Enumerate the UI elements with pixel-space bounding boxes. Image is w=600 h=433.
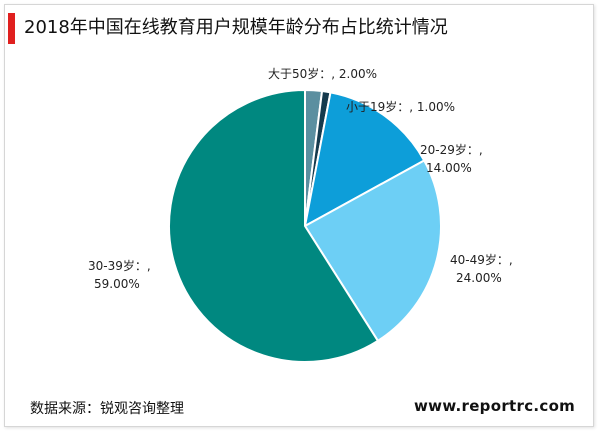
pie-slice-40-49 (304, 159, 442, 342)
title-accent-bar (8, 13, 15, 44)
slice-label-under19-line1: 小于19岁：, 1.00% (346, 100, 456, 114)
slice-label-50plus: 大于50岁：, 2.00% (268, 65, 377, 83)
slice-label-40-49: 40-49岁：, 24.00% (450, 251, 513, 287)
pie-slice-30-39 (168, 89, 379, 363)
slice-label-30-39: 30-39岁：, 59.00% (88, 257, 151, 293)
slice-label-30-39-line1: 30-39岁：, (88, 259, 151, 273)
website-url: www.reportrc.com (414, 397, 576, 415)
slice-label-20-29-line2: 14.00% (426, 161, 472, 175)
chart-frame (4, 4, 594, 427)
slice-label-20-29: 20-29岁：, 14.00% (420, 141, 483, 177)
slice-label-20-29-line1: 20-29岁：, (420, 143, 483, 157)
slice-label-50plus-line1: 大于50岁：, 2.00% (268, 67, 378, 81)
data-source: 数据来源：锐观咨询整理 (30, 401, 184, 417)
slice-label-40-49-line2: 24.00% (456, 271, 502, 285)
pie-slice-20-29 (304, 91, 426, 227)
slice-label-30-39-line2: 59.00% (94, 277, 140, 291)
chart-title: 2018年中国在线教育用户规模年龄分布占比统计情况 (24, 17, 448, 38)
slice-label-40-49-line1: 40-49岁：, (450, 253, 513, 267)
slice-label-under19: 小于19岁：, 1.00% (346, 98, 455, 116)
